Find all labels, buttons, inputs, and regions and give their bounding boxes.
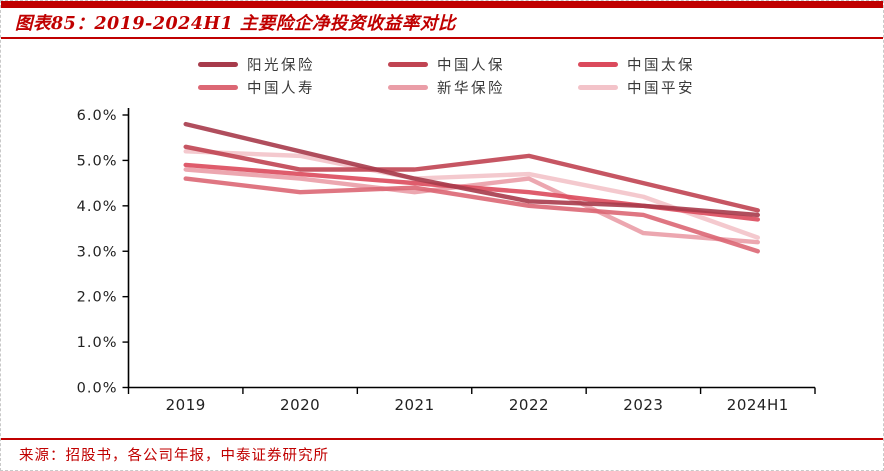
legend-label: 阳光保险 xyxy=(247,58,315,74)
x-tick-label: 2022 xyxy=(509,396,549,414)
legend-item: 阳光保险 xyxy=(198,54,388,75)
x-tick-label: 2023 xyxy=(623,396,663,414)
axis-lines xyxy=(127,108,815,389)
legend-item: 中国人寿 xyxy=(198,77,388,98)
y-tick-label: 6.0% xyxy=(77,108,118,124)
legend-label: 新华保险 xyxy=(437,81,505,97)
chart-legend: 阳光保险 中国人保 中国太保中国人寿 新华保险 中国平安 xyxy=(198,53,768,99)
line-chart: 0.0% 1.0% 2.0% 3.0% 4.0% 5.0% 6.0% 2019 2020 2021… xyxy=(77,108,816,414)
x-tick-label: 2019 xyxy=(166,396,206,414)
legend-swatch-icon xyxy=(198,85,238,90)
series-line-6 xyxy=(183,149,760,240)
legend-swatch-icon xyxy=(578,85,618,90)
x-tick-label: 2024H1 xyxy=(727,396,789,414)
legend-item: 中国平安 xyxy=(578,77,768,98)
x-tick-label: 2021 xyxy=(394,396,434,414)
series-line-2 xyxy=(183,144,760,213)
source-note: 来源：招股书，各公司年报，中泰证券研究所 xyxy=(19,448,329,464)
series-line-1 xyxy=(183,121,760,218)
legend-item: 新华保险 xyxy=(388,77,578,98)
footer-divider xyxy=(1,438,883,440)
series-line-5 xyxy=(183,167,760,245)
y-tick-label: 0.0% xyxy=(77,381,118,397)
legend-label: 中国人保 xyxy=(437,58,505,74)
legend-swatch-icon xyxy=(388,85,428,90)
legend-label: 中国人寿 xyxy=(247,81,315,97)
y-tick-label: 2.0% xyxy=(77,290,118,306)
title-divider xyxy=(1,37,883,39)
legend-swatch-icon xyxy=(388,62,428,67)
legend-swatch-icon xyxy=(198,62,238,67)
y-tick-label: 5.0% xyxy=(77,153,118,169)
legend-label: 中国太保 xyxy=(627,58,695,74)
figure-title: 图表85：2019-2024H1 主要险企净投资收益率对比 xyxy=(15,14,456,34)
y-tick-label: 4.0% xyxy=(77,199,118,215)
series-line-4 xyxy=(183,176,760,254)
series-line-3 xyxy=(183,162,760,222)
legend-label: 中国平安 xyxy=(627,81,695,97)
legend-item: 中国太保 xyxy=(578,54,768,75)
y-tick-label: 1.0% xyxy=(77,335,118,351)
top-accent-bar xyxy=(1,1,883,8)
legend-swatch-icon xyxy=(578,62,618,67)
y-tick-label: 3.0% xyxy=(77,244,118,260)
x-tick-label: 2020 xyxy=(280,396,320,414)
legend-item: 中国人保 xyxy=(388,54,578,75)
